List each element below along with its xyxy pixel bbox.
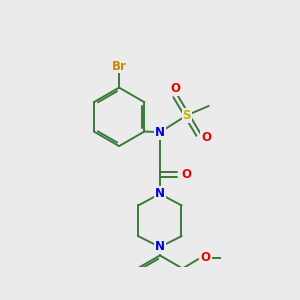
Text: N: N	[155, 187, 165, 200]
Text: O: O	[182, 168, 192, 181]
Text: N: N	[155, 241, 165, 254]
Text: N: N	[155, 187, 165, 200]
Text: S: S	[183, 109, 191, 122]
Text: O: O	[201, 131, 211, 144]
Text: O: O	[170, 82, 180, 95]
Text: Br: Br	[112, 59, 127, 73]
Text: O: O	[201, 251, 211, 264]
Text: N: N	[155, 126, 165, 139]
